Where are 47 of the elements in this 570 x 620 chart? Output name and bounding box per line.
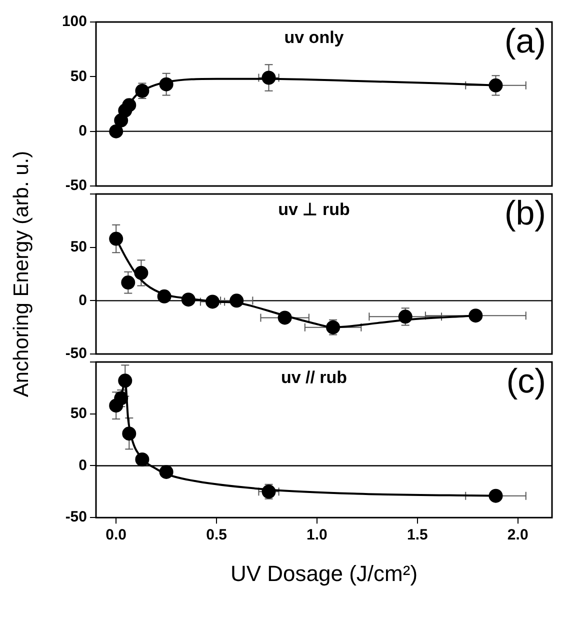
point — [262, 70, 276, 85]
y-tick-label: -50 — [65, 345, 87, 362]
point — [121, 276, 136, 290]
x-axis-title: UV Dosage (J/cm²) — [230, 560, 418, 586]
point — [159, 77, 174, 92]
x-tick-label: 2.0 — [507, 526, 528, 544]
point — [468, 308, 483, 323]
y-tick-label: -50 — [65, 508, 87, 526]
point — [109, 124, 124, 138]
point — [488, 78, 503, 92]
y-tick-label: 50 — [70, 68, 87, 85]
point — [181, 292, 196, 307]
point — [122, 426, 136, 441]
point — [326, 320, 340, 334]
x-tick-label: 0.5 — [206, 526, 227, 544]
point — [109, 232, 124, 246]
point — [135, 84, 150, 98]
point — [278, 310, 292, 325]
y-tick-label: 0 — [78, 456, 87, 474]
x-tick-label: 1.5 — [406, 526, 428, 544]
y-tick-label: -50 — [65, 177, 87, 194]
point — [398, 310, 412, 324]
point — [157, 289, 172, 304]
annotation: (c) — [506, 362, 546, 400]
point — [135, 452, 150, 467]
annotation: uv only — [284, 28, 344, 48]
point — [230, 294, 244, 308]
y-axis-title: Anchoring Energy (arb. u.) — [10, 150, 34, 398]
x-tick-label: 1.0 — [306, 526, 328, 544]
point — [262, 484, 276, 499]
x-tick-label: 0.0 — [106, 526, 127, 544]
annotation: uv // rub — [280, 368, 348, 388]
annotation: (b) — [504, 194, 546, 232]
y-tick-label: 50 — [70, 405, 87, 422]
y-tick-label: 100 — [62, 13, 87, 30]
point — [206, 294, 220, 309]
point — [488, 488, 503, 503]
annotation: (a) — [504, 22, 546, 60]
y-tick-label: 50 — [70, 238, 87, 256]
y-tick-label: 0 — [78, 122, 87, 140]
point — [134, 266, 148, 280]
annotation: uv ⊥ rub — [278, 200, 350, 220]
point — [159, 464, 174, 479]
y-tick-label: 0 — [78, 292, 87, 309]
point — [118, 374, 132, 388]
point — [114, 391, 128, 406]
point — [122, 98, 136, 112]
